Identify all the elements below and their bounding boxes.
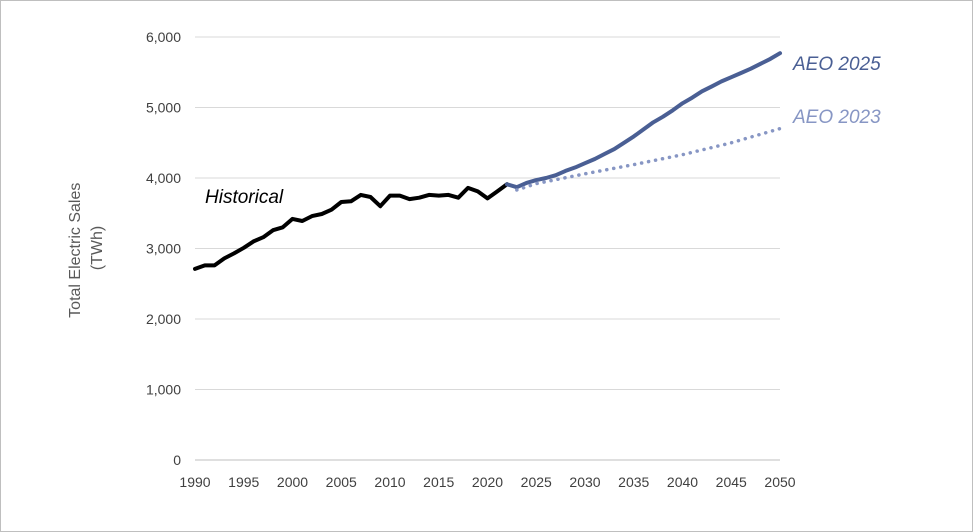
y-tick-label: 3,000	[146, 241, 181, 257]
y-axis-label: Total Electric Sales (TWh)	[67, 178, 106, 318]
series-lines	[193, 51, 782, 271]
series-aeo-2025	[505, 51, 782, 190]
y-tick-label: 0	[173, 452, 181, 468]
annotation-aeo-2025: AEO 2025	[792, 54, 881, 75]
y-tick-label: 5,000	[146, 100, 181, 116]
x-tick-label: 1990	[179, 474, 210, 490]
x-tick-label: 2035	[618, 474, 649, 490]
x-tick-label: 2030	[569, 474, 600, 490]
y-tick-label: 4,000	[146, 170, 181, 186]
x-tick-label: 2005	[326, 474, 357, 490]
x-tick-label: 2020	[472, 474, 503, 490]
y-tick-label: 6,000	[146, 29, 181, 45]
x-tick-label: 2000	[277, 474, 308, 490]
series-aeo-2023	[515, 126, 782, 192]
x-tick-label: 2025	[521, 474, 552, 490]
series-historical	[193, 182, 509, 271]
x-tick-label: 1995	[228, 474, 259, 490]
annotation-aeo-2023: AEO 2023	[792, 107, 881, 128]
x-tick-label: 2040	[667, 474, 698, 490]
gridlines	[195, 36, 780, 390]
y-axis-label-line2: (TWh)	[89, 226, 106, 270]
x-tick-label: 2015	[423, 474, 454, 490]
y-tick-labels: 0 1,000 2,000 3,000 4,000 5,000 6,000	[146, 29, 181, 468]
x-tick-labels: 1990 1995 2000 2005 2010 2015 2020 2025 2030 2035…	[179, 474, 795, 490]
x-tick-label: 2045	[716, 474, 747, 490]
y-tick-label: 2,000	[146, 311, 181, 327]
x-tick-label: 2050	[764, 474, 795, 490]
y-axis-label-line1: Total Electric Sales	[67, 183, 84, 318]
annotation-historical: Historical	[205, 187, 284, 208]
x-tick-label: 2010	[374, 474, 405, 490]
y-tick-label: 1,000	[146, 382, 181, 398]
